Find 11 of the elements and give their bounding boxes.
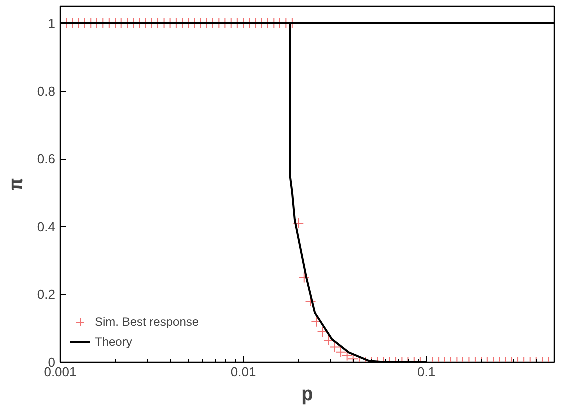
x-axis-title: p (302, 384, 314, 408)
y-axis-title: π (6, 178, 30, 190)
x-tick-label: 0.01 (230, 364, 256, 380)
x-tick-label: 0.1 (418, 364, 436, 380)
legend-label: Sim. Best response (95, 315, 200, 329)
y-tick-label: 0.4 (37, 219, 56, 234)
y-tick-label: 0.8 (37, 84, 56, 99)
legend-label: Theory (95, 335, 132, 349)
y-tick-label: 1 (48, 16, 56, 31)
y-tick-label: 0.2 (37, 287, 56, 302)
y-tick-label: 0.6 (37, 152, 56, 167)
